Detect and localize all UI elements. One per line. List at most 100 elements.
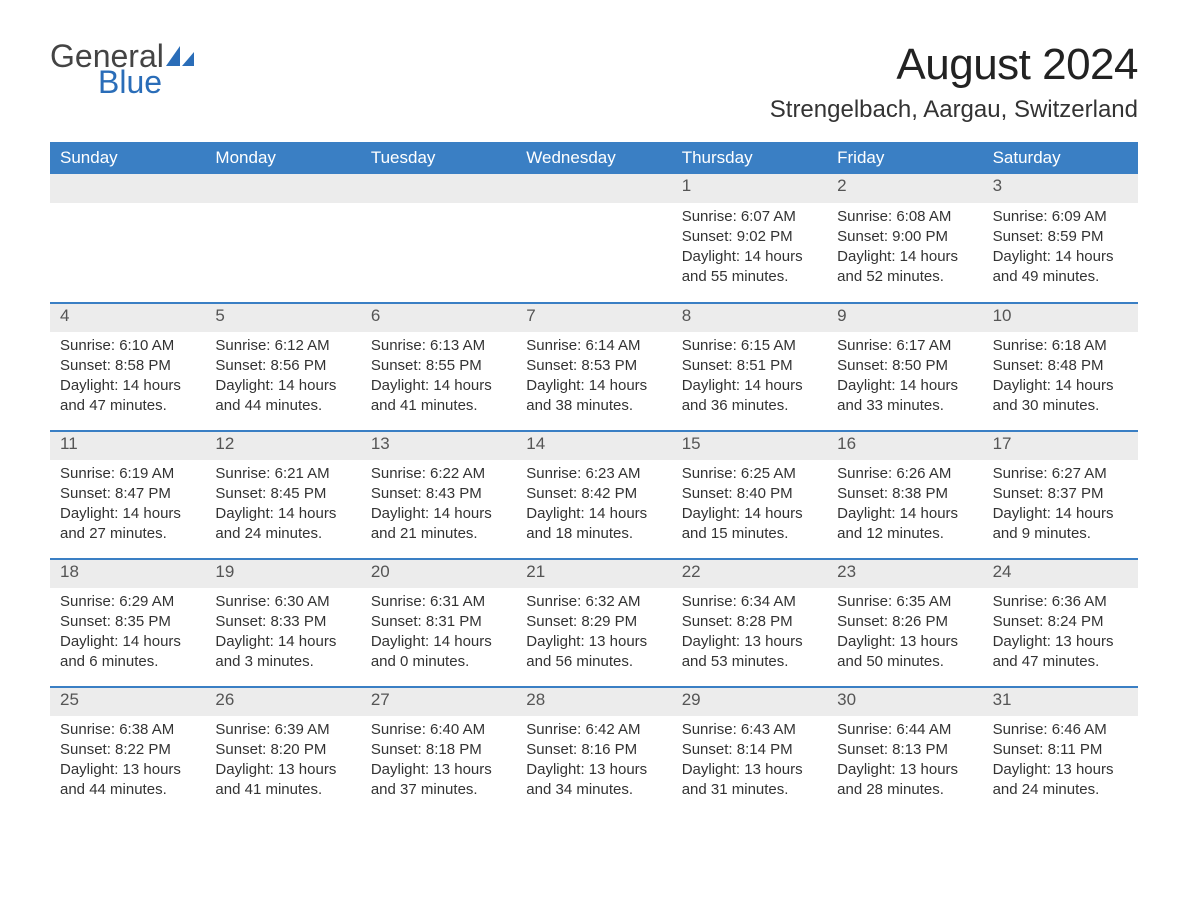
daylight1-text: Daylight: 14 hours xyxy=(682,504,817,524)
sunset-text: Sunset: 8:51 PM xyxy=(682,356,817,376)
sunset-text: Sunset: 8:24 PM xyxy=(993,612,1128,632)
day-cell: Sunrise: 6:32 AMSunset: 8:29 PMDaylight:… xyxy=(516,588,671,687)
daylight2-text: and 44 minutes. xyxy=(215,396,350,416)
sunrise-text: Sunrise: 6:15 AM xyxy=(682,336,817,356)
daylight1-text: Daylight: 13 hours xyxy=(682,632,817,652)
daylight2-text: and 24 minutes. xyxy=(215,524,350,544)
daylight1-text: Daylight: 14 hours xyxy=(526,504,661,524)
daylight2-text: and 50 minutes. xyxy=(837,652,972,672)
calendar-week: 45678910Sunrise: 6:10 AMSunset: 8:58 PMD… xyxy=(50,302,1138,430)
day-number: 23 xyxy=(827,560,982,588)
sunset-text: Sunset: 8:35 PM xyxy=(60,612,195,632)
day-cell: Sunrise: 6:26 AMSunset: 8:38 PMDaylight:… xyxy=(827,460,982,559)
day-cell: Sunrise: 6:07 AMSunset: 9:02 PMDaylight:… xyxy=(672,203,827,303)
day-cell: Sunrise: 6:22 AMSunset: 8:43 PMDaylight:… xyxy=(361,460,516,559)
day-cell: Sunrise: 6:13 AMSunset: 8:55 PMDaylight:… xyxy=(361,332,516,431)
daylight1-text: Daylight: 14 hours xyxy=(371,376,506,396)
daylight1-text: Daylight: 14 hours xyxy=(682,247,817,267)
day-cell: Sunrise: 6:15 AMSunset: 8:51 PMDaylight:… xyxy=(672,332,827,431)
daylight1-text: Daylight: 14 hours xyxy=(215,504,350,524)
sunset-text: Sunset: 8:28 PM xyxy=(682,612,817,632)
daylight1-text: Daylight: 13 hours xyxy=(993,632,1128,652)
daylight2-text: and 12 minutes. xyxy=(837,524,972,544)
daylight1-text: Daylight: 13 hours xyxy=(60,760,195,780)
day-number: 29 xyxy=(672,688,827,716)
sunset-text: Sunset: 8:48 PM xyxy=(993,356,1128,376)
day-cell: Sunrise: 6:46 AMSunset: 8:11 PMDaylight:… xyxy=(983,716,1138,815)
calendar-week: 25262728293031Sunrise: 6:38 AMSunset: 8:… xyxy=(50,686,1138,814)
day-number: 6 xyxy=(361,304,516,332)
weekday-label: Wednesday xyxy=(516,142,671,174)
sunset-text: Sunset: 8:18 PM xyxy=(371,740,506,760)
daylight2-text: and 56 minutes. xyxy=(526,652,661,672)
day-number: 13 xyxy=(361,432,516,460)
calendar-week: 123Sunrise: 6:07 AMSunset: 9:02 PMDaylig… xyxy=(50,174,1138,302)
day-cell xyxy=(50,203,205,303)
daylight1-text: Daylight: 14 hours xyxy=(371,504,506,524)
sunset-text: Sunset: 8:45 PM xyxy=(215,484,350,504)
daylight2-text: and 24 minutes. xyxy=(993,780,1128,800)
sunrise-text: Sunrise: 6:26 AM xyxy=(837,464,972,484)
sunrise-text: Sunrise: 6:08 AM xyxy=(837,207,972,227)
day-cell: Sunrise: 6:12 AMSunset: 8:56 PMDaylight:… xyxy=(205,332,360,431)
sunrise-text: Sunrise: 6:38 AM xyxy=(60,720,195,740)
sunrise-text: Sunrise: 6:44 AM xyxy=(837,720,972,740)
day-number: 14 xyxy=(516,432,671,460)
page-header: General Blue August 2024 Strengelbach, A… xyxy=(50,40,1138,124)
daylight2-text: and 9 minutes. xyxy=(993,524,1128,544)
day-number: 16 xyxy=(827,432,982,460)
day-cell: Sunrise: 6:17 AMSunset: 8:50 PMDaylight:… xyxy=(827,332,982,431)
day-number: 20 xyxy=(361,560,516,588)
daylight1-text: Daylight: 14 hours xyxy=(526,376,661,396)
sunset-text: Sunset: 8:53 PM xyxy=(526,356,661,376)
day-cell xyxy=(205,203,360,303)
day-cell: Sunrise: 6:38 AMSunset: 8:22 PMDaylight:… xyxy=(50,716,205,815)
daylight1-text: Daylight: 14 hours xyxy=(837,247,972,267)
day-number: 26 xyxy=(205,688,360,716)
month-title: August 2024 xyxy=(770,40,1138,90)
daylight1-text: Daylight: 13 hours xyxy=(993,760,1128,780)
daylight2-text: and 38 minutes. xyxy=(526,396,661,416)
sunrise-text: Sunrise: 6:17 AM xyxy=(837,336,972,356)
day-cell: Sunrise: 6:42 AMSunset: 8:16 PMDaylight:… xyxy=(516,716,671,815)
daylight1-text: Daylight: 13 hours xyxy=(215,760,350,780)
daynum-row: 45678910 xyxy=(50,304,1138,332)
day-cell: Sunrise: 6:08 AMSunset: 9:00 PMDaylight:… xyxy=(827,203,982,303)
logo: General Blue xyxy=(50,40,194,98)
sunset-text: Sunset: 8:13 PM xyxy=(837,740,972,760)
day-number: 18 xyxy=(50,560,205,588)
day-number: 9 xyxy=(827,304,982,332)
location-text: Strengelbach, Aargau, Switzerland xyxy=(770,96,1138,124)
sunset-text: Sunset: 8:22 PM xyxy=(60,740,195,760)
daylight1-text: Daylight: 14 hours xyxy=(837,504,972,524)
daylight2-text: and 49 minutes. xyxy=(993,267,1128,287)
day-number: 28 xyxy=(516,688,671,716)
title-block: August 2024 Strengelbach, Aargau, Switze… xyxy=(770,40,1138,124)
daylight1-text: Daylight: 13 hours xyxy=(371,760,506,780)
day-cell: Sunrise: 6:43 AMSunset: 8:14 PMDaylight:… xyxy=(672,716,827,815)
sunrise-text: Sunrise: 6:46 AM xyxy=(993,720,1128,740)
daylight2-text: and 53 minutes. xyxy=(682,652,817,672)
day-number: 8 xyxy=(672,304,827,332)
daylight2-text: and 6 minutes. xyxy=(60,652,195,672)
day-number: 27 xyxy=(361,688,516,716)
daylight1-text: Daylight: 14 hours xyxy=(60,376,195,396)
weekday-header-row: SundayMondayTuesdayWednesdayThursdayFrid… xyxy=(50,142,1138,174)
sunset-text: Sunset: 8:14 PM xyxy=(682,740,817,760)
daylight2-text: and 55 minutes. xyxy=(682,267,817,287)
daylight2-text: and 31 minutes. xyxy=(682,780,817,800)
day-number: 1 xyxy=(672,174,827,203)
daylight1-text: Daylight: 14 hours xyxy=(993,247,1128,267)
day-number xyxy=(205,174,360,203)
daylight2-text: and 0 minutes. xyxy=(371,652,506,672)
daylight2-text: and 27 minutes. xyxy=(60,524,195,544)
sunrise-text: Sunrise: 6:10 AM xyxy=(60,336,195,356)
daylight1-text: Daylight: 14 hours xyxy=(837,376,972,396)
weekday-label: Thursday xyxy=(672,142,827,174)
sunrise-text: Sunrise: 6:42 AM xyxy=(526,720,661,740)
sunset-text: Sunset: 8:31 PM xyxy=(371,612,506,632)
sunrise-text: Sunrise: 6:35 AM xyxy=(837,592,972,612)
day-number: 4 xyxy=(50,304,205,332)
daylight1-text: Daylight: 14 hours xyxy=(60,632,195,652)
daynum-row: 25262728293031 xyxy=(50,688,1138,716)
